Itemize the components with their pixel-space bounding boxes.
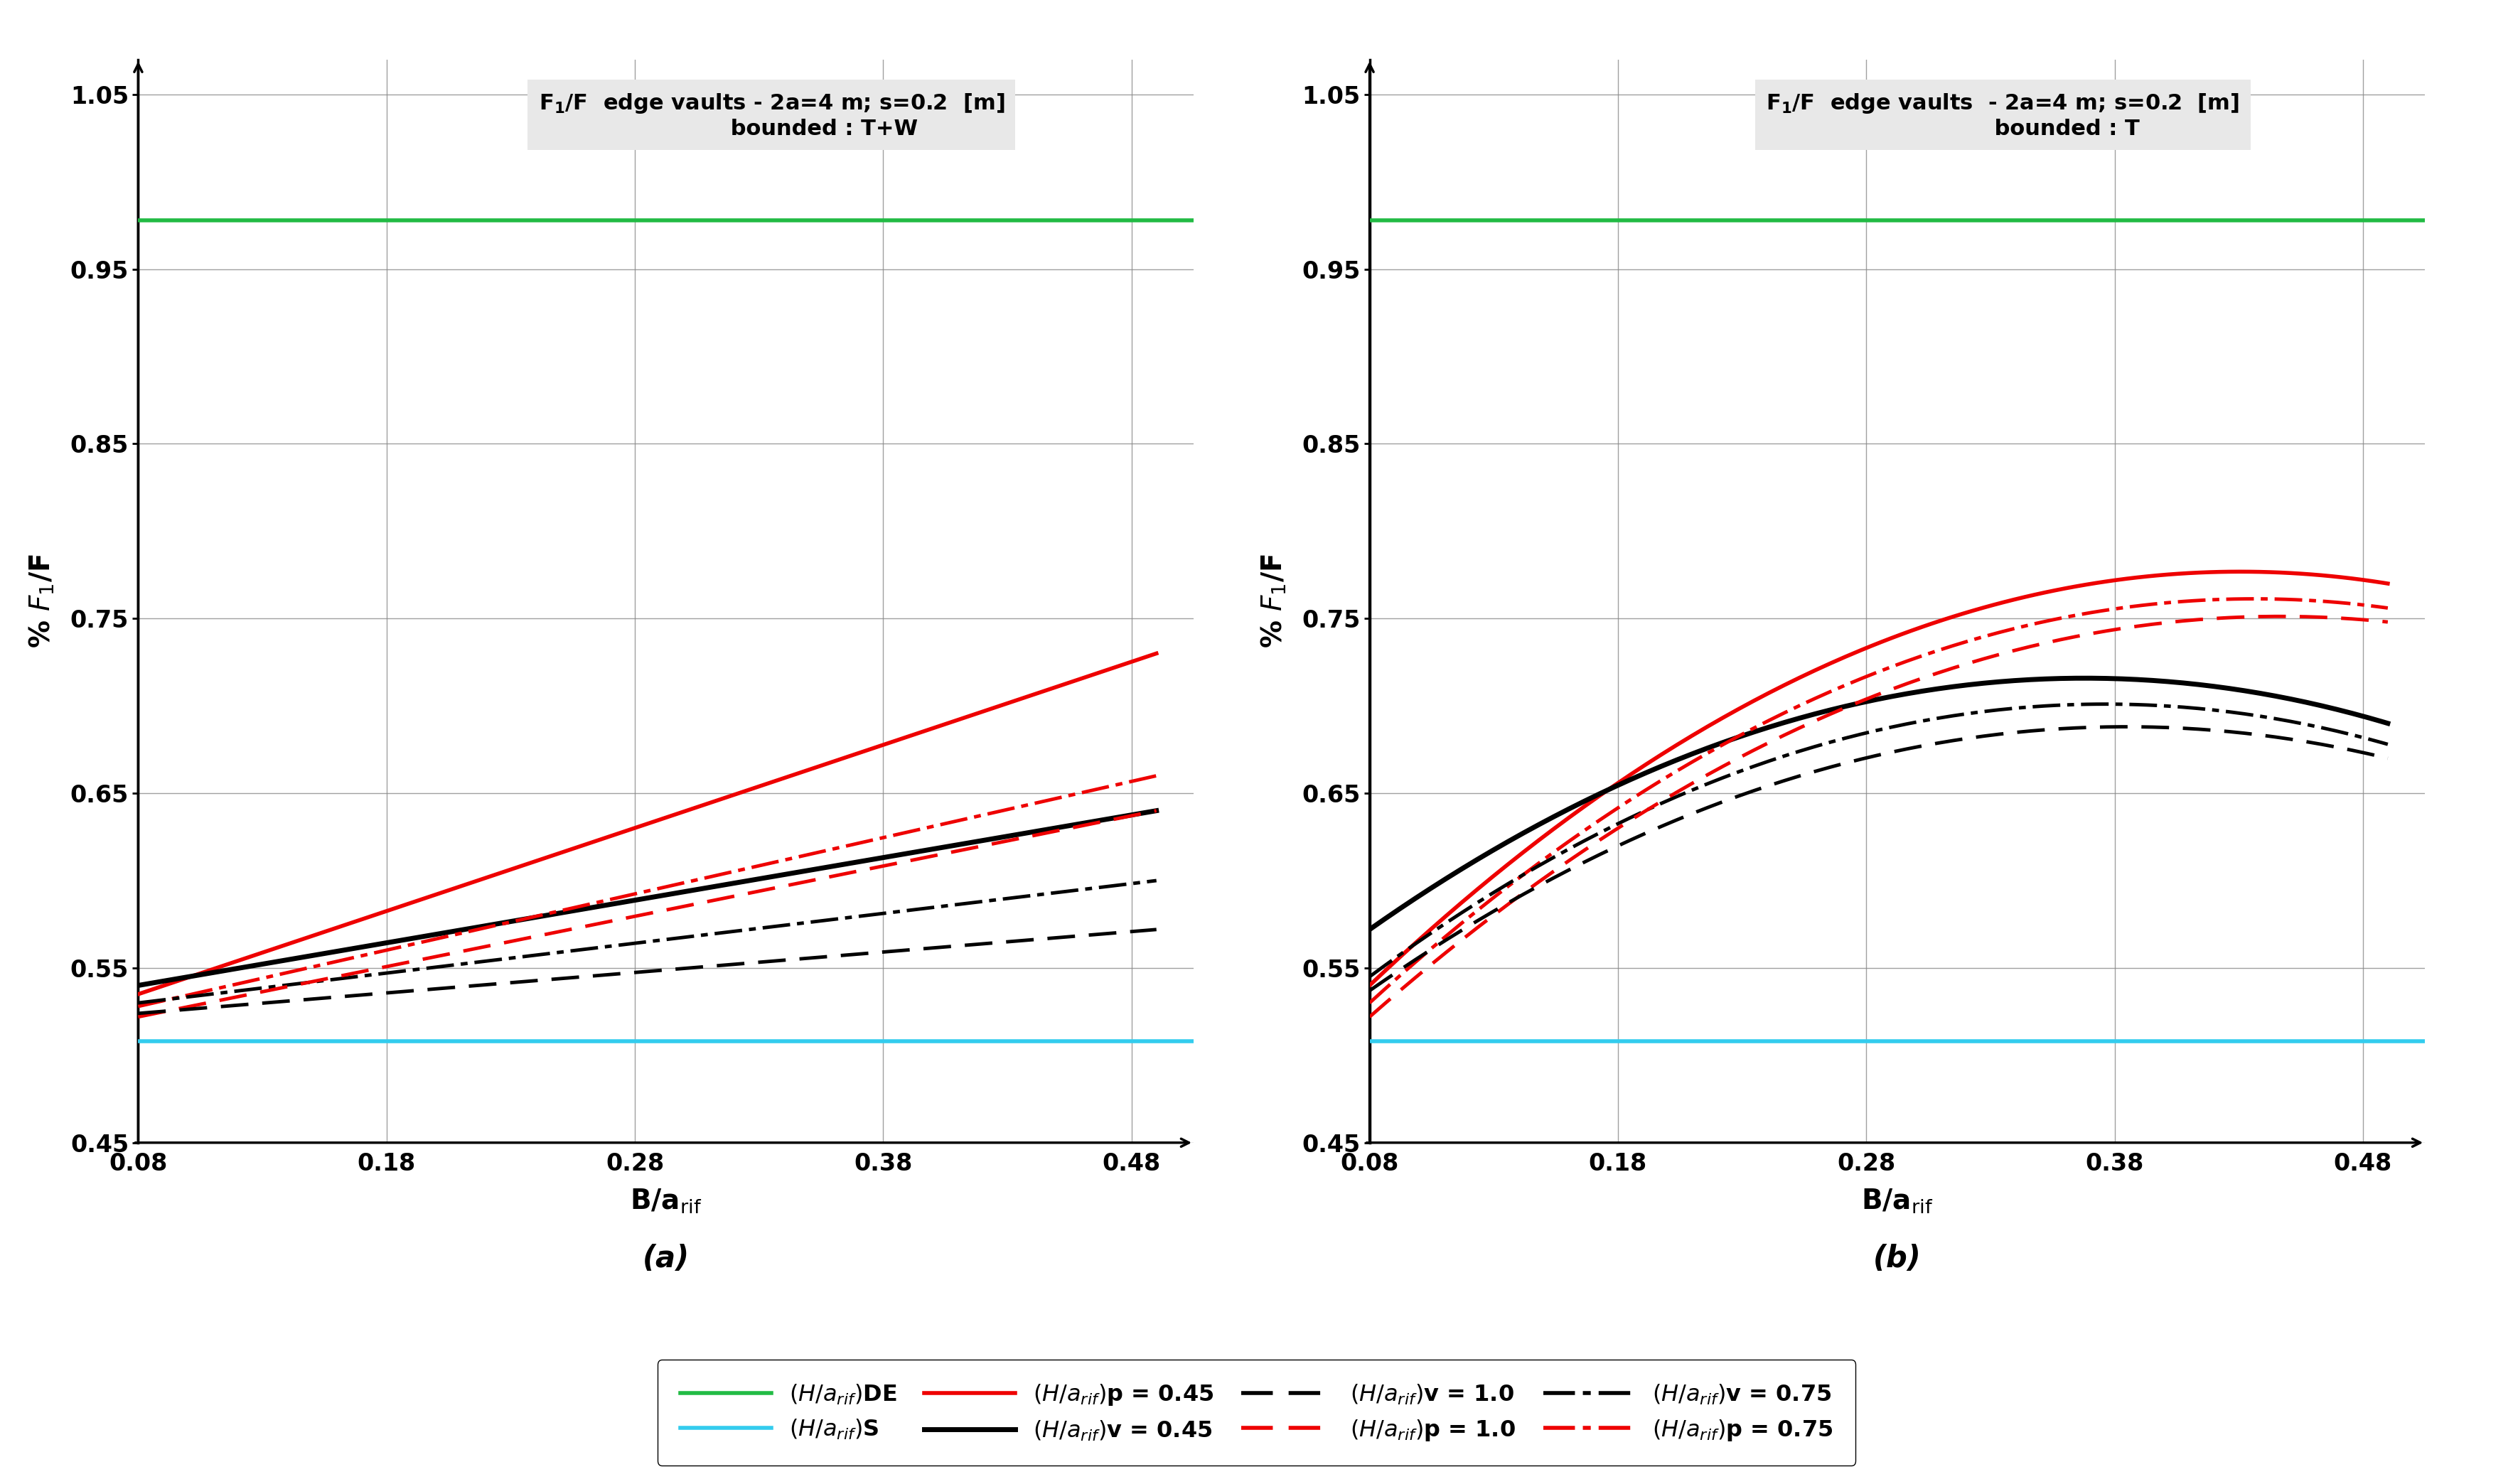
Y-axis label: % $F_1$/F: % $F_1$/F (1259, 554, 1287, 649)
Text: $\bf{F_1/F}$  edge vaults - 2a=4 m; s=0.2  [m]
              bounded : T+W: $\bf{F_1/F}$ edge vaults - 2a=4 m; s=0.2… (538, 92, 1005, 139)
Text: (b): (b) (1872, 1244, 1922, 1273)
Text: $\bf{F_1/F}$  edge vaults  - 2a=4 m; s=0.2  [m]
                 bounded : T: $\bf{F_1/F}$ edge vaults - 2a=4 m; s=0.2… (1767, 92, 2239, 139)
X-axis label: B/a$_{\mathrm{rif}}$: B/a$_{\mathrm{rif}}$ (1862, 1187, 1932, 1215)
Text: (a): (a) (643, 1244, 689, 1273)
Y-axis label: % $F_1$/F: % $F_1$/F (28, 554, 55, 649)
X-axis label: B/a$_{\mathrm{rif}}$: B/a$_{\mathrm{rif}}$ (631, 1187, 701, 1215)
Legend: $(H/a_{rif})$DE, $(H/a_{rif})$S, $(H/a_{rif})$p = 0.45, $(H/a_{rif})$v = 0.45, $: $(H/a_{rif})$DE, $(H/a_{rif})$S, $(H/a_{… (658, 1359, 1855, 1465)
